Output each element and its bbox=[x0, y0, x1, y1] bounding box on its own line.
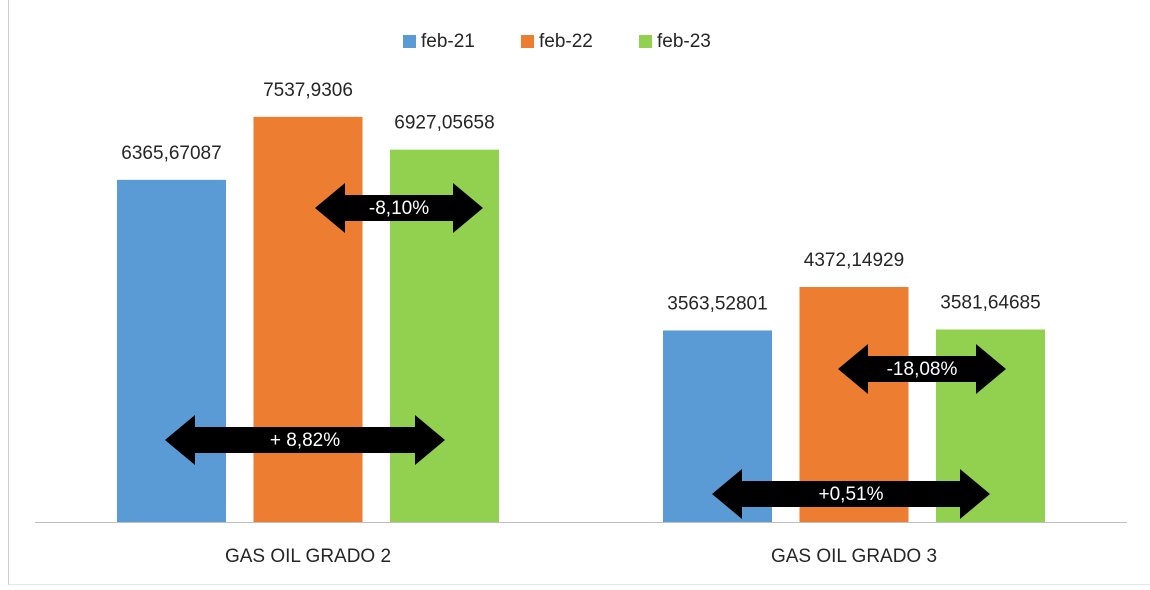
legend-swatch bbox=[639, 35, 652, 48]
annotation: -8,10% bbox=[369, 198, 429, 219]
data-label: 4372,14929 bbox=[804, 250, 904, 271]
data-label: 6927,05658 bbox=[394, 113, 494, 134]
x-tick-label: GAS OIL GRADO 2 bbox=[225, 546, 391, 567]
x-tick-label: GAS OIL GRADO 3 bbox=[771, 546, 937, 567]
bar bbox=[254, 117, 363, 522]
annotation: + 8,82% bbox=[270, 430, 340, 451]
annotation: -18,08% bbox=[887, 359, 958, 380]
data-label: 6365,67087 bbox=[121, 143, 221, 164]
bar bbox=[117, 180, 226, 522]
data-label: 3581,64685 bbox=[940, 293, 1040, 314]
legend-label: feb-23 bbox=[657, 31, 711, 52]
data-label: 3563,52801 bbox=[667, 293, 767, 314]
legend-swatch bbox=[521, 35, 534, 48]
legend-label: feb-22 bbox=[539, 31, 593, 52]
legend-label: feb-21 bbox=[421, 31, 475, 52]
legend-swatch bbox=[403, 35, 416, 48]
annotation: +0,51% bbox=[819, 484, 884, 505]
data-label: 7537,9306 bbox=[263, 80, 353, 101]
